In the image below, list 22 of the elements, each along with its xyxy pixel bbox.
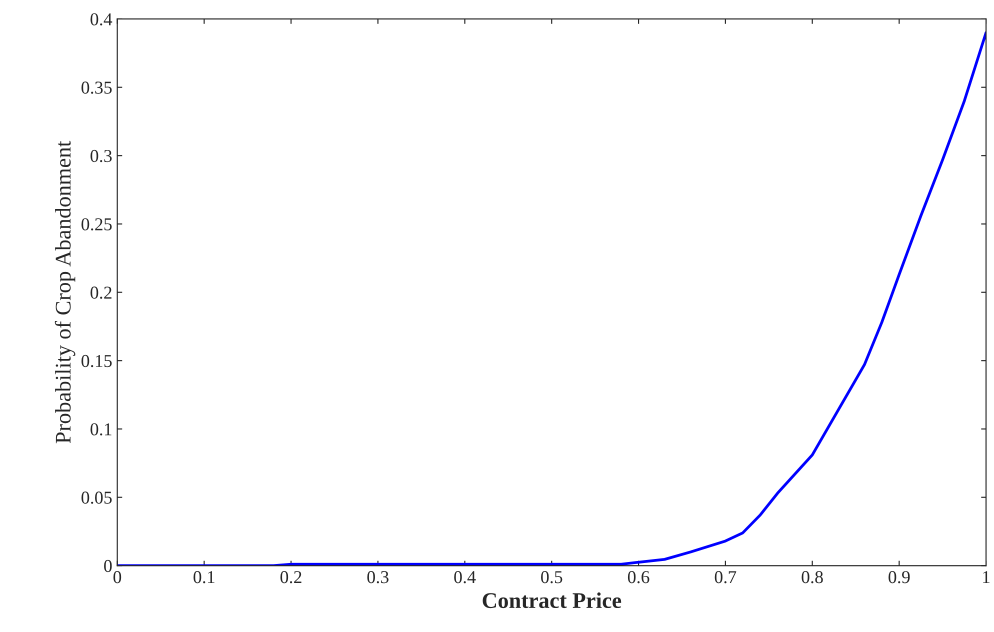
- y-tick-label: 0.35: [82, 82, 112, 94]
- y-tick-label: 0.4: [90, 13, 112, 26]
- x-tick-label: 1: [983, 571, 990, 584]
- x-tick-label: 0.9: [888, 571, 910, 584]
- y-axis-title: Probability of Crop Abandonment: [54, 140, 76, 444]
- y-tick-label: 0.3: [90, 150, 112, 162]
- y-tick-label: 0: [104, 560, 112, 572]
- y-tick-label: 0.1: [90, 423, 112, 436]
- x-tick-label: 0: [113, 571, 122, 584]
- x-tick-label: 0.2: [280, 571, 302, 584]
- y-tick-label: 0.15: [82, 354, 112, 368]
- y-tick-label: 0.2: [90, 286, 112, 299]
- y-tick-label: 0.25: [82, 218, 112, 230]
- x-tick-label: 0.8: [802, 571, 823, 584]
- y-tick-label: 0.05: [82, 492, 112, 504]
- x-tick-label: 0.1: [194, 571, 214, 584]
- x-axis-title: Contract Price: [482, 592, 622, 608]
- x-tick-label: 0.7: [714, 571, 736, 584]
- x-tick-label: 0.6: [628, 571, 650, 584]
- x-tick-label: 0.4: [454, 571, 476, 584]
- x-tick-label: 0.3: [367, 571, 388, 584]
- x-tick-label: 0.5: [541, 571, 562, 584]
